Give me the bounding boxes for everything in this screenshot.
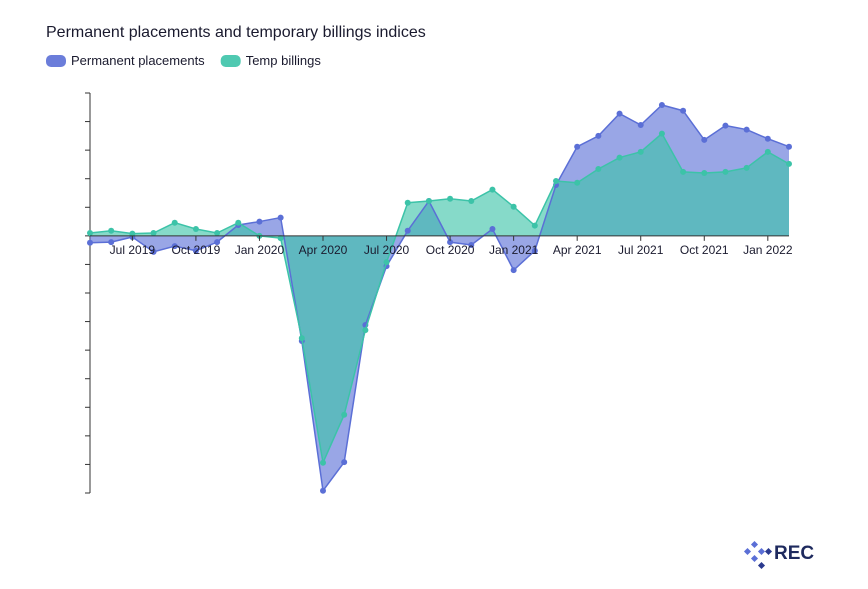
point xyxy=(701,170,708,176)
legend-swatch xyxy=(46,55,66,67)
x-tick-label: Jan 2020 xyxy=(235,243,285,257)
point xyxy=(786,160,792,167)
point xyxy=(192,226,199,232)
point xyxy=(341,459,348,466)
point xyxy=(468,242,475,248)
point xyxy=(764,135,771,142)
point xyxy=(764,148,771,155)
x-tick-label: Apr 2021 xyxy=(553,243,602,257)
point xyxy=(171,219,178,226)
point xyxy=(489,226,496,232)
point xyxy=(108,239,115,246)
logo-text: REC xyxy=(774,543,814,564)
point xyxy=(786,143,792,150)
area xyxy=(90,133,789,463)
x-tick-label: Jul 2020 xyxy=(364,243,410,257)
point xyxy=(256,218,263,225)
point xyxy=(658,102,665,108)
legend-swatch xyxy=(220,55,241,67)
point xyxy=(129,230,136,237)
point xyxy=(743,126,750,133)
point xyxy=(616,154,623,161)
line xyxy=(89,104,790,493)
point xyxy=(595,166,602,172)
point xyxy=(743,164,750,171)
point xyxy=(447,195,454,202)
point xyxy=(574,143,581,150)
logo: REC xyxy=(743,540,814,570)
point xyxy=(277,235,284,242)
point xyxy=(298,335,305,342)
x-tick-label: Jul 2019 xyxy=(110,243,156,257)
x-tick-label: Apr 2020 xyxy=(299,243,348,257)
logo-icon xyxy=(743,540,773,570)
point xyxy=(235,219,242,226)
area xyxy=(90,105,789,491)
x-tick-label: Oct 2020 xyxy=(426,243,475,257)
point xyxy=(108,227,115,234)
point xyxy=(447,239,454,246)
legend-label: Permanent placements xyxy=(71,53,205,68)
point xyxy=(150,230,157,236)
point xyxy=(468,198,475,204)
point xyxy=(722,168,729,175)
point xyxy=(192,247,199,254)
point xyxy=(425,198,432,204)
point xyxy=(680,168,687,175)
line xyxy=(89,132,790,466)
x-tick-label: Oct 2021 xyxy=(680,243,729,257)
point xyxy=(214,230,221,236)
point xyxy=(553,178,559,184)
point xyxy=(87,230,93,236)
point xyxy=(404,227,411,234)
legend-label: Temp billings xyxy=(246,53,322,68)
point xyxy=(150,248,157,255)
point xyxy=(595,132,602,139)
point xyxy=(171,243,178,250)
point xyxy=(680,107,687,114)
point xyxy=(341,411,348,418)
point xyxy=(383,259,390,266)
point xyxy=(616,110,623,117)
point xyxy=(510,267,517,274)
point xyxy=(404,199,411,206)
point xyxy=(658,130,665,137)
x-tick-label: Jan 2022 xyxy=(743,243,793,257)
point xyxy=(531,247,538,254)
point xyxy=(574,179,581,186)
point xyxy=(510,203,517,210)
x-tick-label: Oct 2019 xyxy=(172,243,221,257)
x-tick-label: Jan 2021 xyxy=(489,243,539,257)
point xyxy=(320,459,326,466)
point xyxy=(722,122,729,129)
point xyxy=(214,239,221,246)
point xyxy=(362,327,369,334)
point xyxy=(701,136,708,143)
point xyxy=(320,487,326,494)
point xyxy=(531,222,538,229)
point xyxy=(87,239,93,246)
point xyxy=(637,122,644,128)
point xyxy=(277,214,284,221)
chart-title: Permanent placements and temporary billi… xyxy=(46,24,426,41)
point xyxy=(637,148,644,155)
x-tick-label: Jul 2021 xyxy=(618,243,664,257)
point xyxy=(489,186,496,193)
